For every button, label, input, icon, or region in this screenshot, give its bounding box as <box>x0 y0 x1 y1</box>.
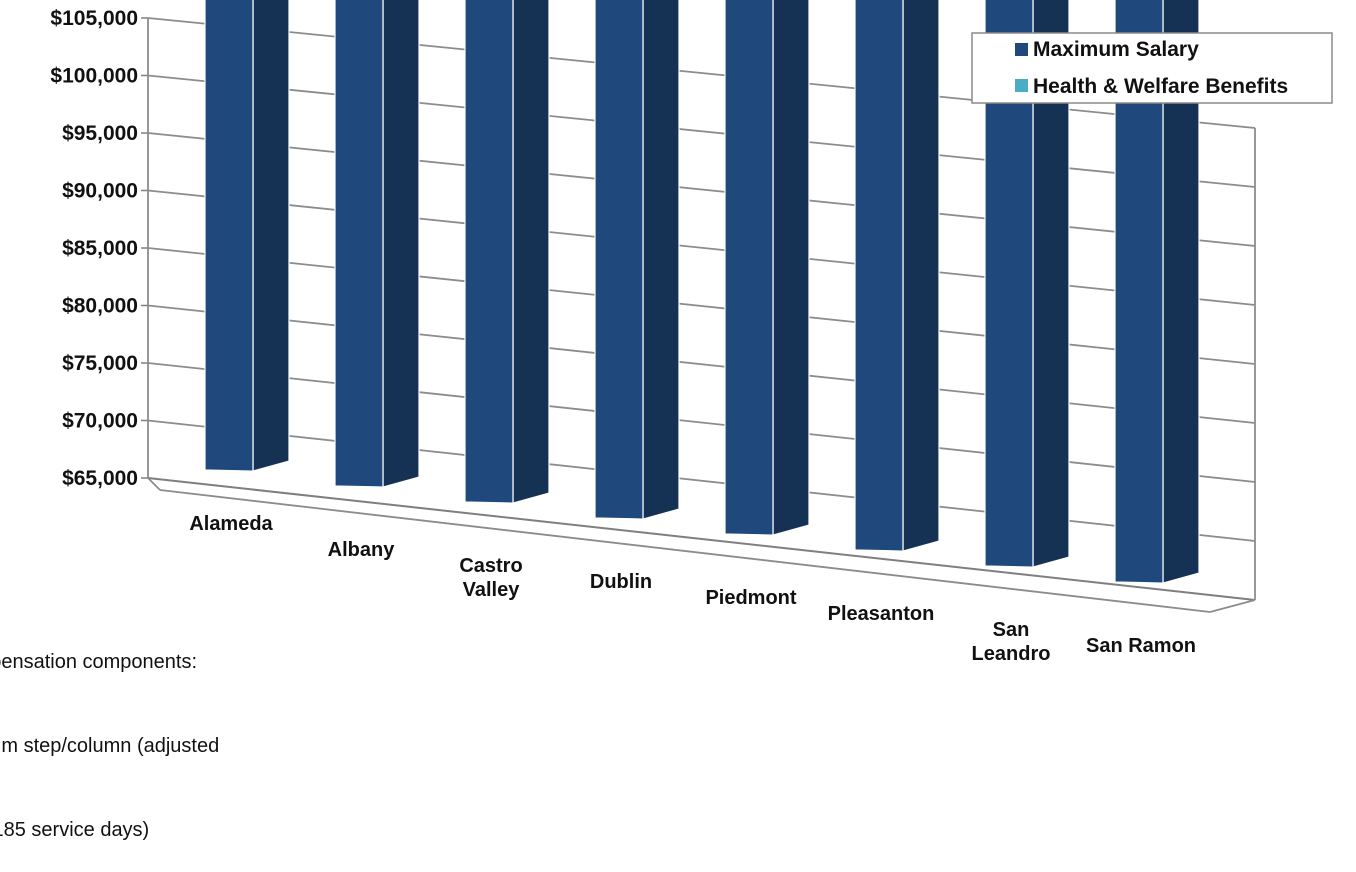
y-tick-label: $65,000 <box>62 467 138 490</box>
gridline <box>147 74 1256 188</box>
legend-box <box>971 32 1333 104</box>
floor-front-edge <box>159 489 1211 613</box>
bar-albany <box>334 0 420 488</box>
legend-label-health-welfare-benefits: Health & Welfare Benefits <box>1033 75 1288 98</box>
bar-segment-maximum-salary-side <box>382 0 420 488</box>
bar-segment-maximum-salary-side <box>1162 0 1200 584</box>
y-tick-label: $95,000 <box>62 122 138 145</box>
compensation-note: Compensation components: aximum step/col… <box>0 592 219 872</box>
bar-san-leandro <box>984 0 1070 568</box>
legend-swatch-health-welfare-benefits <box>1015 79 1028 92</box>
bar-segment-maximum-salary <box>854 0 904 552</box>
x-tick-label-piedmont: Piedmont <box>705 587 796 609</box>
bar-segment-maximum-salary <box>334 0 384 488</box>
bar-segment-maximum-salary-side <box>772 0 810 536</box>
bar-piedmont <box>724 0 810 536</box>
bar-segment-maximum-salary-side <box>642 0 680 520</box>
stacked-bar-chart: $65,000 $70,000 $75,000 $80,000 $85,000 $90,0… <box>50 0 1333 665</box>
y-tick-label: $105,000 <box>50 7 138 30</box>
x-tick-label-albany: Albany <box>328 539 396 561</box>
y-tick-label: $80,000 <box>62 295 138 318</box>
gridline <box>147 17 1256 129</box>
y-tick-label: $70,000 <box>62 410 138 433</box>
gridline <box>147 419 1256 542</box>
note-line: Compensation components: <box>0 651 198 673</box>
y-tick-label: $100,000 <box>50 65 138 88</box>
gridline <box>147 189 1256 306</box>
gridline <box>147 132 1256 247</box>
bar-san-ramon <box>1114 0 1200 584</box>
x-tick-label-dublin: Dublin <box>590 571 652 593</box>
bar-segment-maximum-salary <box>594 0 644 520</box>
bar-segment-maximum-salary <box>204 0 254 472</box>
note-line: aximum step/column (adjusted <box>0 735 220 757</box>
y-tick-label: $90,000 <box>62 180 138 203</box>
x-axis-ticks: Alameda Albany Castro Valley Dublin Piedmont P… <box>189 513 1196 665</box>
bar-castro-valley <box>464 0 550 504</box>
gridlines <box>141 17 1256 613</box>
bar-pleasanton <box>854 0 940 552</box>
floor-edge <box>147 477 161 491</box>
y-tick-label: $75,000 <box>62 352 138 375</box>
legend: Maximum Salary Health & Welfare Benefits <box>971 32 1333 104</box>
gridline <box>147 247 1256 365</box>
bar-alameda <box>204 0 290 472</box>
bars <box>204 0 1200 584</box>
x-tick-label-san-ramon: San Ramon <box>1086 635 1196 657</box>
bar-segment-maximum-salary-side <box>902 0 940 552</box>
gridline <box>147 477 1256 601</box>
floor-edge <box>1209 599 1256 613</box>
y-axis-ticks: $65,000 $70,000 $75,000 $80,000 $85,000 $90,0… <box>50 7 138 490</box>
bar-segment-maximum-salary-side <box>512 0 550 504</box>
x-tick-label-castro-valley: Castro Valley <box>459 555 522 601</box>
bar-segment-maximum-salary-side <box>252 0 290 472</box>
bar-dublin <box>594 0 680 520</box>
bar-segment-maximum-salary <box>724 0 774 536</box>
bar-segment-maximum-salary <box>984 0 1034 568</box>
x-tick-label-san-leandro: San Leandro <box>972 619 1051 665</box>
gridline <box>147 304 1256 424</box>
gridline <box>147 362 1256 483</box>
bar-segment-maximum-salary-side <box>1032 0 1070 568</box>
legend-swatch-maximum-salary <box>1015 43 1028 56</box>
note-line: ount 185 service days) <box>0 819 150 841</box>
bar-segment-maximum-salary <box>464 0 514 504</box>
bar-segment-maximum-salary <box>1114 0 1164 584</box>
x-tick-label-alameda: Alameda <box>189 513 273 535</box>
y-tick-label: $85,000 <box>62 237 138 260</box>
legend-label-maximum-salary: Maximum Salary <box>1033 38 1199 61</box>
x-tick-label-pleasanton: Pleasanton <box>828 603 935 625</box>
